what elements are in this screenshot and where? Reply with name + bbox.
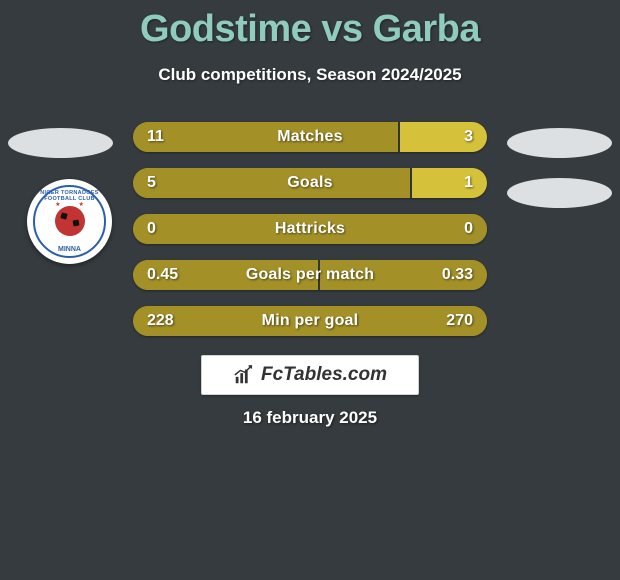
badge-ring: NIGER TORNADOES FOOTBALL CLUB ★★ MINNA bbox=[33, 185, 106, 258]
brand-badge[interactable]: FcTables.com bbox=[201, 355, 419, 395]
stat-label: Min per goal bbox=[133, 306, 487, 336]
stat-row: 113Matches bbox=[133, 122, 487, 152]
subtitle: Club competitions, Season 2024/2025 bbox=[0, 65, 620, 85]
bar-chart-icon bbox=[233, 364, 255, 386]
stat-row: 51Goals bbox=[133, 168, 487, 198]
brand-text: FcTables.com bbox=[261, 364, 387, 386]
stat-label: Hattricks bbox=[133, 214, 487, 244]
team-right-placeholder bbox=[507, 178, 612, 208]
stat-row: 00Hattricks bbox=[133, 214, 487, 244]
page-title: Godstime vs Garba bbox=[0, 0, 620, 51]
stat-row: 0.450.33Goals per match bbox=[133, 260, 487, 290]
player-right-placeholder bbox=[507, 128, 612, 158]
player-left-placeholder bbox=[8, 128, 113, 158]
badge-ball-icon bbox=[55, 206, 85, 236]
stat-rows: 113Matches 51Goals 00Hattricks 0.450.33Goal… bbox=[133, 122, 487, 352]
date-text: 16 february 2025 bbox=[0, 408, 620, 428]
badge-bottom-text: MINNA bbox=[35, 246, 104, 253]
stat-label: Goals per match bbox=[133, 260, 487, 290]
stat-label: Matches bbox=[133, 122, 487, 152]
stat-row: 228270Min per goal bbox=[133, 306, 487, 336]
stat-label: Goals bbox=[133, 168, 487, 198]
team-left-badge: NIGER TORNADOES FOOTBALL CLUB ★★ MINNA bbox=[27, 179, 112, 264]
